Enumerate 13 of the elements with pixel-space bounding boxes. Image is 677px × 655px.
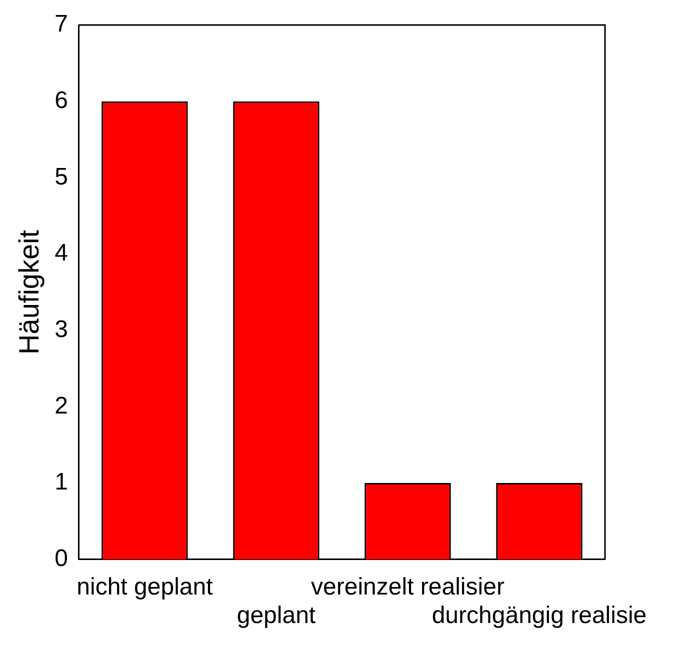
y-tick-label: 2	[54, 392, 68, 420]
y-tick-label: 3	[54, 316, 68, 343]
x-tick-label: vereinzelt realisier	[311, 573, 504, 600]
x-tick-label: geplant	[236, 602, 316, 630]
y-tick-label: 0	[54, 545, 68, 572]
y-tick-label: 1	[54, 468, 68, 496]
y-tick-label: 7	[54, 10, 68, 38]
y-tick-label: 5	[54, 163, 68, 190]
x-tick-label: durchgängig realisie	[432, 602, 647, 630]
y-tick-label: 4	[54, 240, 68, 267]
y-axis-title: Häufigkeit	[14, 230, 45, 354]
x-tick-label: nicht geplant	[76, 573, 214, 600]
y-tick-label: 6	[54, 86, 68, 114]
